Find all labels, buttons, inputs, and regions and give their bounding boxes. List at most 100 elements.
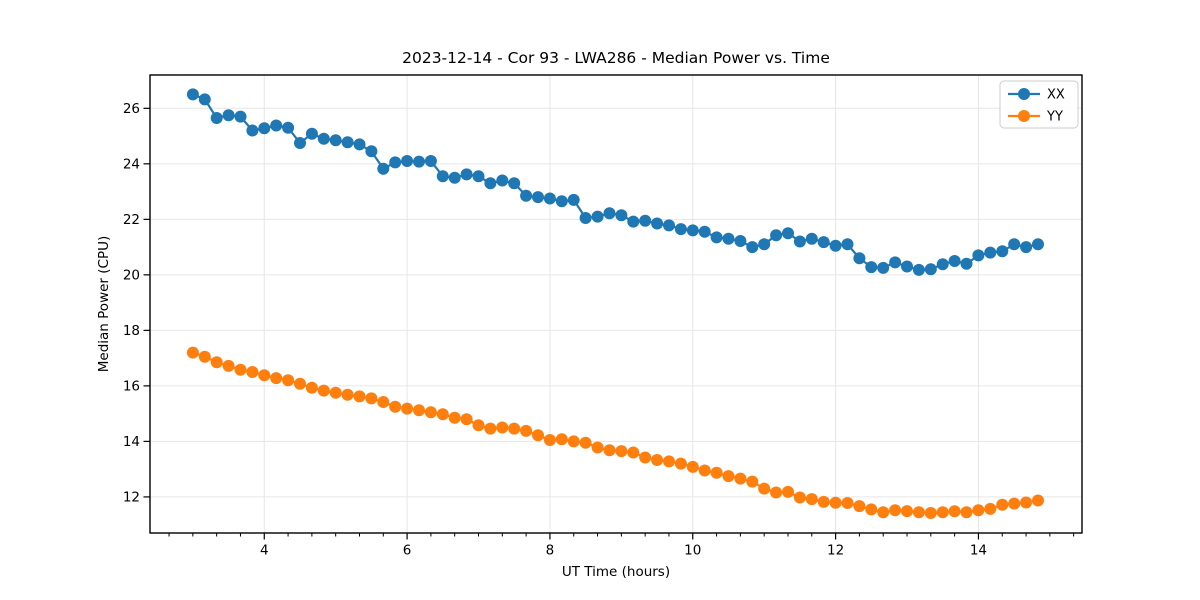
series-marker-YY — [210, 356, 223, 369]
series-marker-YY — [865, 503, 878, 516]
series-marker-YY — [377, 396, 390, 408]
series-marker-YY — [793, 491, 806, 504]
series-marker-XX — [496, 174, 509, 187]
legend-label-XX: XX — [1047, 88, 1065, 103]
x-tick-label: 14 — [970, 543, 987, 559]
series-marker-XX — [948, 255, 961, 267]
y-tick-label: 18 — [123, 323, 140, 339]
series-marker-XX — [984, 246, 997, 259]
axes-spines — [149, 74, 1083, 534]
series-marker-YY — [639, 451, 652, 464]
series-marker-XX — [615, 209, 628, 222]
series-marker-XX — [698, 225, 711, 238]
x-axis-label: UT Time (hours) — [561, 564, 671, 580]
series-marker-XX — [520, 189, 533, 202]
series-marker-YY — [401, 402, 414, 415]
series-marker-XX — [603, 207, 616, 220]
series-marker-YY — [663, 455, 675, 468]
series-marker-YY — [413, 404, 425, 417]
series-marker-XX — [258, 122, 271, 135]
series-marker-YY — [258, 369, 271, 382]
series-marker-YY — [924, 507, 937, 519]
series-marker-XX — [663, 219, 675, 232]
series-marker-XX — [377, 162, 390, 175]
series-marker-YY — [841, 497, 854, 509]
series-marker-XX — [448, 171, 461, 184]
y-tick-label: 24 — [123, 157, 140, 173]
series-marker-YY — [1032, 494, 1044, 507]
series-marker-XX — [413, 155, 425, 168]
series-marker-XX — [782, 227, 794, 240]
x-tick-label: 8 — [546, 543, 555, 559]
series-marker-XX — [210, 112, 223, 124]
series-marker-XX — [710, 231, 723, 244]
series-marker-YY — [1020, 496, 1033, 509]
series-marker-YY — [758, 482, 771, 495]
series-marker-XX — [651, 217, 664, 230]
series-marker-XX — [305, 127, 318, 140]
series-marker-YY — [365, 392, 378, 405]
legend-marker-YY — [1018, 110, 1030, 122]
series-marker-YY — [698, 464, 711, 477]
series-marker-XX — [365, 145, 378, 158]
series-marker-XX — [389, 156, 402, 169]
series-marker-XX — [901, 260, 913, 273]
series-marker-XX — [508, 177, 521, 190]
series-marker-XX — [734, 235, 747, 247]
y-tick-label: 26 — [123, 101, 140, 117]
series-marker-YY — [710, 466, 723, 479]
legend-box — [999, 80, 1079, 129]
series-marker-XX — [817, 236, 830, 249]
y-axis-label-text: Median Power (CPU) — [96, 235, 112, 373]
series-marker-XX — [341, 136, 354, 149]
series-marker-YY — [294, 377, 306, 390]
series-marker-XX — [246, 124, 259, 137]
series-marker-YY — [543, 434, 556, 446]
series-marker-XX — [294, 137, 306, 149]
chart-title: 2023-12-14 - Cor 93 - LWA286 - Median Po… — [402, 49, 830, 67]
series-marker-YY — [805, 493, 818, 506]
series-marker-YY — [222, 359, 235, 372]
x-tick-label: 4 — [260, 543, 269, 559]
y-tick-label: 20 — [123, 268, 140, 284]
series-marker-XX — [996, 245, 1009, 258]
series-marker-XX — [270, 119, 283, 132]
series-marker-YY — [520, 424, 533, 437]
y-tick-label: 14 — [123, 434, 140, 450]
series-marker-YY — [460, 413, 473, 426]
series-marker-YY — [341, 388, 354, 401]
series-marker-XX — [639, 214, 652, 227]
series-marker-XX — [865, 261, 878, 274]
series-marker-YY — [198, 350, 211, 363]
series-marker-YY — [817, 495, 830, 508]
series-marker-XX — [758, 238, 771, 251]
series-marker-XX — [198, 93, 211, 106]
series-marker-YY — [424, 406, 437, 419]
series-marker-XX — [805, 232, 818, 245]
series-marker-YY — [186, 346, 199, 359]
series-marker-YY — [603, 444, 616, 457]
series-marker-YY — [615, 445, 628, 458]
series-marker-YY — [936, 506, 949, 519]
series-marker-XX — [722, 232, 735, 245]
series-marker-XX — [793, 235, 806, 248]
series-marker-XX — [972, 249, 985, 262]
series-marker-XX — [329, 134, 342, 147]
series-marker-XX — [686, 224, 699, 237]
series-marker-XX — [484, 177, 497, 190]
series-marker-XX — [889, 256, 902, 269]
series-marker-YY — [532, 429, 544, 442]
series-marker-XX — [674, 223, 687, 236]
series-marker-YY — [722, 470, 735, 483]
series-marker-YY — [901, 505, 913, 518]
series-marker-XX — [591, 210, 604, 223]
y-tick-label: 22 — [123, 212, 140, 228]
legend-label-YY: YY — [1046, 110, 1063, 125]
series-marker-YY — [234, 363, 247, 376]
series-marker-XX — [532, 191, 544, 204]
series-marker-XX — [924, 263, 937, 276]
series-marker-YY — [853, 500, 866, 513]
series-marker-XX — [877, 261, 890, 274]
